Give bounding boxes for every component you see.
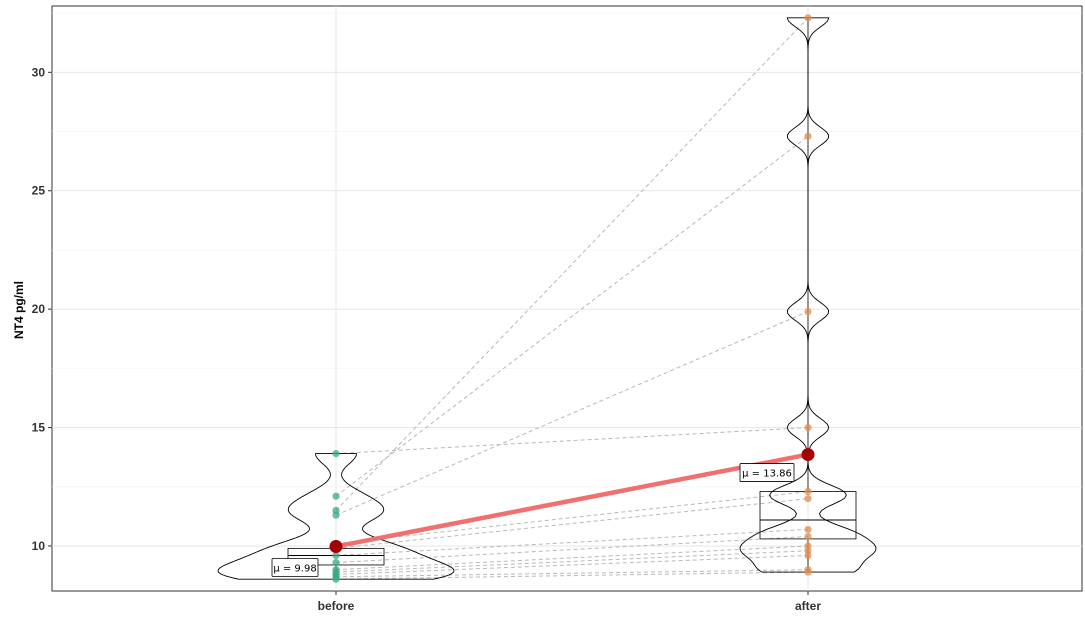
data-point-after (804, 568, 812, 576)
paired-line (335, 498, 809, 549)
x-tick-label: after (795, 599, 821, 613)
paired-line (335, 569, 809, 578)
data-point-after (804, 551, 812, 560)
y-tick-label: 15 (32, 421, 46, 435)
paired-line (335, 135, 809, 497)
data-point-before (332, 558, 340, 567)
paired-line (335, 311, 809, 516)
data-point-after (804, 532, 812, 541)
mean-label: μ = 9.98 (273, 563, 316, 574)
y-axis-title: NT4 pg/ml (12, 281, 26, 339)
plot-panel (51, 5, 1083, 592)
mean-line (333, 452, 811, 549)
grid (51, 5, 1083, 592)
data-point-before (332, 450, 340, 458)
mean-label: μ = 13.86 (742, 469, 792, 480)
data-point-before (332, 492, 340, 500)
paired-line (335, 536, 809, 564)
data-point-before (332, 575, 340, 583)
paired-line (335, 427, 809, 455)
y-tick-label: 10 (32, 539, 46, 553)
data-point-after (804, 423, 812, 432)
paired-line (335, 528, 809, 556)
paired-line (335, 491, 809, 545)
paired-line (335, 17, 809, 511)
data-point-before (332, 551, 340, 560)
data-point-after (804, 307, 812, 316)
data-point-before (332, 511, 340, 519)
data-point-after (804, 14, 812, 22)
axes: 10 15 20 25 30 before after (32, 65, 822, 613)
data-point-after (804, 525, 812, 534)
paired-line (335, 550, 809, 573)
data-point-after (804, 132, 812, 140)
data-point-after (804, 495, 812, 503)
paired-line (335, 545, 809, 571)
paired-line (335, 554, 809, 575)
mean-point-before (329, 539, 343, 553)
y-tick-label: 25 (32, 184, 46, 198)
mean-connector: μ = 9.98 μ = 13.86 (271, 448, 815, 577)
paired-lines (335, 17, 809, 580)
mean-label-box (271, 558, 319, 577)
y-tick-label: 30 (32, 65, 46, 79)
data-point-after (804, 487, 812, 496)
mean-point-after (801, 448, 815, 462)
paired-line (335, 571, 809, 580)
mean-label-box (739, 463, 795, 482)
x-tick-label: before (318, 599, 355, 613)
y-tick-label: 20 (32, 302, 46, 316)
